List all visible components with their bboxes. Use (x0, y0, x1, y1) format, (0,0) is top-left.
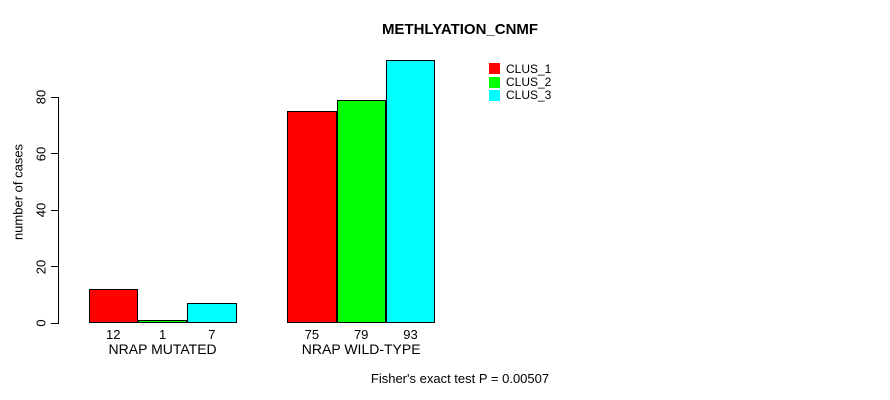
bar (88, 289, 138, 323)
bar (385, 60, 436, 323)
legend-row: CLUS_2 (489, 75, 551, 88)
chart-title: METHLYATION_CNMF (381, 21, 539, 38)
y-tick (51, 96, 59, 98)
bar-value-label: 7 (208, 327, 216, 342)
x-category-label: NRAP WILD-TYPE (301, 341, 421, 357)
y-tick (51, 322, 59, 324)
y-tick-label: 20 (33, 259, 49, 274)
bar-value-label: 79 (353, 327, 369, 342)
bar (187, 303, 237, 323)
x-category-label: NRAP MUTATED (108, 341, 217, 357)
y-axis-label: number of cases (10, 143, 26, 241)
y-tick-label: 0 (33, 319, 49, 327)
legend-swatch (489, 63, 500, 75)
legend-label: CLUS_1 (506, 61, 552, 76)
y-tick (51, 153, 59, 154)
bar-value-label: 93 (403, 327, 418, 342)
legend-row: CLUS_1 (489, 62, 551, 75)
legend-label: CLUS_2 (506, 75, 552, 90)
legend-label: CLUS_3 (506, 88, 552, 103)
y-tick-label: 60 (33, 146, 49, 161)
bar-value-label: 1 (158, 327, 167, 342)
y-tick (51, 209, 59, 211)
footer-annotation: Fisher's exact test P = 0.00507 (370, 371, 550, 386)
y-tick (51, 266, 59, 267)
bar-value-label: 12 (106, 327, 121, 342)
legend-swatch (489, 76, 500, 88)
bar (137, 320, 188, 323)
y-tick-label: 40 (33, 202, 49, 218)
bar (336, 99, 386, 323)
bar-value-label: 75 (304, 327, 320, 342)
y-tick-label: 80 (33, 89, 49, 105)
legend-row: CLUS_3 (489, 89, 551, 102)
legend-swatch (489, 89, 500, 101)
legend: CLUS_1 CLUS_2 CLUS_3 (489, 62, 551, 102)
bar (287, 111, 337, 323)
